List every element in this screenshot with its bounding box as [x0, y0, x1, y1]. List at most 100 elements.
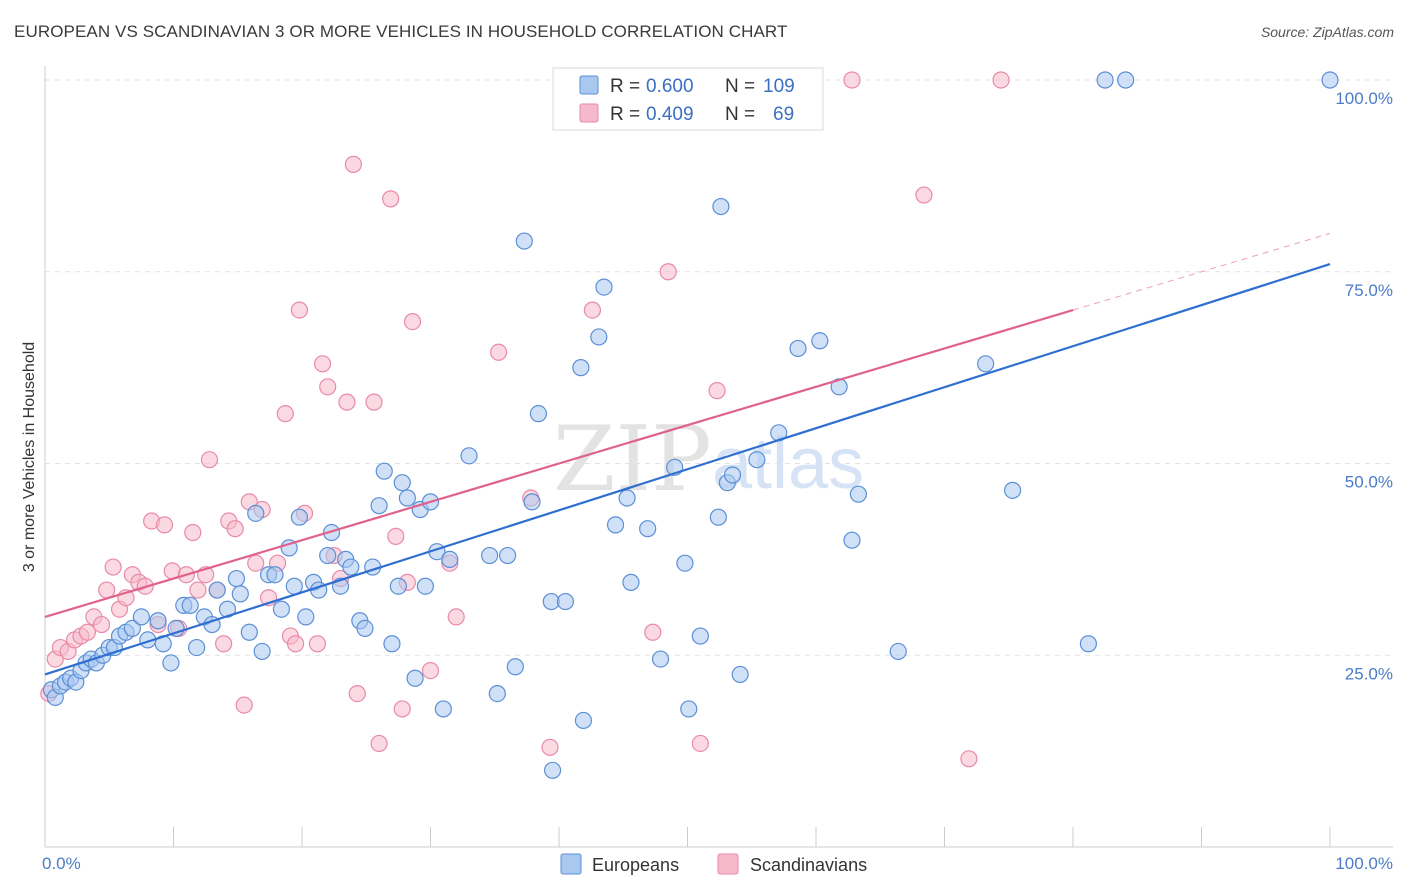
- europeans-point: [416, 577, 434, 595]
- europeans-point: [590, 328, 608, 346]
- scandinavians-point: [644, 623, 662, 641]
- axes: [44, 66, 1393, 848]
- x-tick-min: 0.0%: [42, 854, 81, 873]
- legend-swatch-europeans: [579, 75, 599, 95]
- x-tick-max: 100.0%: [1335, 854, 1393, 873]
- europeans-point: [441, 550, 459, 568]
- europeans-point: [285, 577, 303, 595]
- europeans-point: [849, 485, 868, 503]
- scandinavians-point: [276, 405, 294, 423]
- europeans-point: [1321, 71, 1339, 89]
- legend-r-label-1: R =: [610, 104, 640, 125]
- scandinavians-point: [348, 684, 366, 703]
- europeans-points: [42, 71, 1339, 779]
- correlation-legend: R = 0.600 N = 109 R = 0.409 N = 69: [552, 67, 824, 131]
- scandinavians-points: [40, 71, 1010, 768]
- europeans-point: [843, 531, 861, 549]
- scandinavians-point: [992, 71, 1010, 89]
- europeans-point: [543, 761, 562, 779]
- scandinavians-point: [490, 343, 508, 361]
- europeans-point: [162, 654, 180, 672]
- bottom-legend-europeans: Europeans: [592, 855, 679, 875]
- scandinavians-point: [92, 615, 111, 634]
- europeans-point: [297, 608, 315, 626]
- series-legend: Europeans Scandinavians: [560, 853, 867, 875]
- europeans-point: [319, 546, 337, 565]
- scandinavians-point: [370, 734, 388, 753]
- europeans-point: [1079, 635, 1098, 653]
- europeans-point: [231, 585, 249, 603]
- europeans-point: [460, 447, 478, 465]
- europeans-point: [731, 665, 749, 684]
- europeans-point: [748, 451, 766, 469]
- scandinavians-point: [155, 516, 174, 534]
- scandinavians-point: [344, 155, 362, 173]
- scandinavians-point: [215, 635, 233, 653]
- europeans-point: [529, 405, 548, 423]
- scandinavians-point: [403, 313, 422, 331]
- europeans-point: [977, 355, 995, 373]
- scandinavians-point: [313, 355, 332, 373]
- y-tick-label: 75.0%: [1345, 281, 1393, 300]
- europeans-point: [356, 619, 374, 638]
- scandinavians-point: [691, 734, 709, 753]
- bottom-legend-swatch-europeans: [560, 853, 582, 875]
- europeans-point: [606, 516, 625, 534]
- europeans-point: [240, 623, 258, 641]
- scandinavians-point: [226, 520, 244, 538]
- scandinavians-point: [200, 451, 219, 469]
- europeans-point: [651, 650, 670, 668]
- legend-n-value-0: 109: [763, 76, 795, 97]
- europeans-point: [618, 489, 636, 507]
- scandinavians-point: [393, 700, 411, 718]
- legend-r-label-0: R =: [610, 76, 640, 97]
- europeans-point: [789, 339, 807, 358]
- europeans-point: [370, 497, 388, 515]
- europeans-point: [149, 612, 167, 630]
- europeans-point: [639, 520, 657, 538]
- legend-swatch-scandinavians: [579, 103, 599, 123]
- europeans-point: [723, 466, 742, 484]
- scandinavians-point: [235, 696, 253, 714]
- europeans-point: [712, 197, 730, 216]
- europeans-point: [272, 600, 291, 618]
- scandinavians-point: [338, 393, 356, 411]
- scandinavians-point: [421, 661, 440, 680]
- bottom-legend-scandinavians: Scandinavians: [750, 855, 867, 875]
- europeans-point: [595, 278, 613, 296]
- source-label: Source: ZipAtlas.com: [1260, 24, 1394, 40]
- europeans-point: [1096, 71, 1114, 89]
- europeans-point: [342, 558, 360, 576]
- grid-lines: [45, 79, 1393, 656]
- europeans-point: [622, 573, 640, 591]
- scandinavians-point: [843, 71, 861, 89]
- europeans-point: [889, 642, 907, 661]
- scandinavians-point: [382, 190, 400, 208]
- scandinavians-trend-line: [44, 309, 1074, 618]
- legend-n-value-1: 69: [773, 104, 794, 125]
- europeans-point: [811, 332, 829, 350]
- scandinavians-point: [583, 301, 602, 319]
- europeans-point: [123, 619, 141, 638]
- scandinavians-point: [247, 554, 265, 572]
- scandinavians-point: [104, 558, 122, 576]
- scandinavians-point: [915, 186, 933, 204]
- scandinavians-point: [319, 378, 337, 396]
- legend-r-value-0: 0.600: [646, 76, 694, 97]
- europeans-point: [181, 596, 199, 614]
- europeans-point: [266, 566, 284, 584]
- chart-title: EUROPEAN VS SCANDINAVIAN 3 OR MORE VEHIC…: [14, 22, 788, 41]
- europeans-point: [499, 546, 517, 565]
- y-tick-label: 50.0%: [1345, 473, 1393, 492]
- scandinavians-point: [541, 738, 559, 756]
- scandinavians-point: [78, 623, 97, 641]
- scandinavians-point: [387, 527, 405, 545]
- legend-r-value-1: 0.409: [646, 104, 694, 125]
- europeans-point: [253, 642, 271, 661]
- legend-n-label-0: N =: [725, 76, 755, 97]
- europeans-point: [515, 232, 533, 250]
- europeans-point: [406, 669, 424, 687]
- y-tick-label: 25.0%: [1345, 664, 1393, 683]
- legend-n-label-1: N =: [725, 104, 755, 125]
- europeans-point: [691, 627, 709, 645]
